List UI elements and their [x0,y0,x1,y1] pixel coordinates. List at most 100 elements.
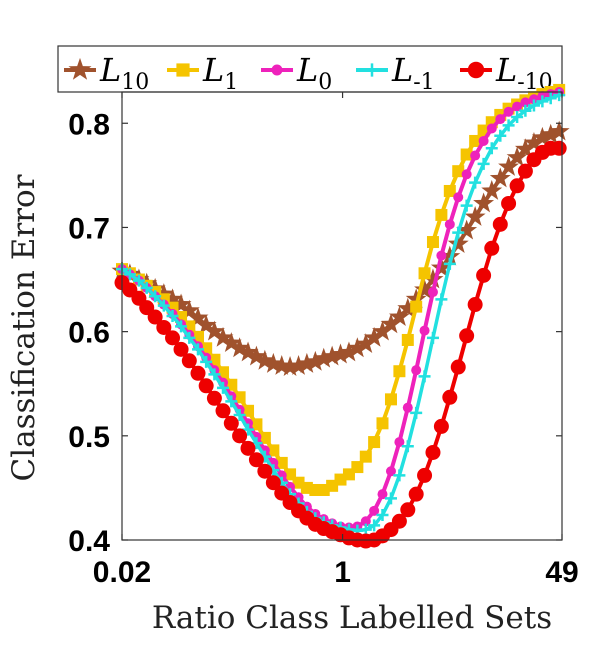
data-point-l10 [397,297,419,318]
data-point-l10 [473,192,495,213]
data-point-l1 [275,456,288,469]
data-point-l10 [212,326,234,347]
data-point-l-10 [400,502,416,518]
data-point-l-1 [157,299,170,312]
x-axis-title: Ratio Class Labelled Sets [152,600,552,636]
data-point-l10 [414,278,436,299]
data-point-l-10 [147,309,163,325]
data-point-l0 [486,123,497,134]
data-point-l10 [380,313,402,334]
data-point-l1 [410,300,423,313]
data-point-l10 [464,206,486,226]
data-point-l-10 [442,389,458,405]
data-point-l-10 [459,328,475,344]
data-point-l10 [388,306,410,326]
data-point-l-10 [232,428,248,444]
data-point-l0 [495,114,506,125]
data-point-l1 [267,444,280,457]
data-point-l-10 [476,267,492,283]
data-point-l1 [469,134,482,147]
data-point-l10 [540,123,562,144]
data-point-l10 [203,320,225,341]
data-point-l10 [523,132,545,152]
y-tick-label: 0.6 [68,317,110,350]
data-point-l1 [250,418,263,431]
data-point-l10 [245,345,267,366]
x-tick-label: 0.02 [93,556,151,589]
data-point-l-10 [240,440,256,456]
data-point-l1 [376,417,389,430]
data-point-l-10 [408,486,424,502]
data-point-l10 [296,352,318,373]
data-point-l-1 [192,343,205,356]
series-l1-group [116,83,566,496]
data-point-l10 [330,343,351,364]
data-point-l-1 [527,99,540,112]
data-point-l10 [531,126,553,147]
data-point-l0 [402,402,413,413]
data-point-l1 [359,450,372,463]
data-point-l-10 [165,330,181,346]
x-tick-label: 49 [545,556,578,589]
data-point-l-1 [494,129,507,142]
data-point-l-10 [433,418,449,434]
data-point-l10 [162,288,183,309]
data-point-l10 [254,349,276,370]
data-point-l-1 [140,281,153,294]
data-point-l1 [351,461,364,474]
data-point-l-10 [391,513,407,529]
data-point-l1 [426,236,439,249]
data-point-l10 [195,314,217,335]
legend-entry-l-1: L-1 [356,51,435,95]
data-point-l-1 [460,199,473,212]
y-tick-label: 0.4 [68,525,110,558]
data-point-l0 [411,365,422,376]
data-point-l10 [313,347,335,368]
data-point-l10 [237,341,259,362]
data-point-l-1 [485,142,498,155]
data-point-l-1 [175,320,188,333]
data-point-l10 [178,299,200,320]
data-point-l0 [394,437,405,448]
data-point-l-10 [190,365,206,381]
data-point-l1 [435,208,448,221]
data-point-l1 [443,184,456,197]
data-point-l1 [460,148,473,161]
data-point-l-1 [123,268,136,281]
data-point-l1 [384,393,397,406]
legend-marker [176,63,190,77]
data-point-l10 [363,326,385,347]
data-point-l-1 [536,95,549,108]
data-point-l10 [514,138,536,159]
data-point-l10 [447,233,469,254]
data-point-l-10 [156,319,172,335]
legend-label: L1 [202,51,238,95]
data-point-l-10 [215,403,231,419]
data-point-l0 [512,101,523,112]
data-point-l0 [503,106,514,117]
data-point-l10 [170,293,192,314]
data-point-l-10 [492,216,508,232]
plot-series [111,83,570,549]
data-point-l-1 [544,92,557,105]
data-point-l-1 [368,519,381,532]
data-point-l-10 [206,390,222,406]
data-point-l-1 [233,408,246,421]
data-point-l10 [355,333,377,354]
data-point-l10 [304,350,326,371]
data-point-l10 [153,283,175,304]
data-point-l0 [478,135,489,146]
series-line-l1 [121,87,560,492]
data-point-l-1 [183,331,196,344]
data-point-l-1 [435,293,448,306]
data-point-l1 [477,124,490,137]
data-point-l-1 [132,274,145,287]
data-point-l1 [418,267,431,280]
data-point-l-10 [173,341,189,357]
y-tick-label: 0.7 [68,212,110,245]
data-point-l-10 [517,163,533,179]
data-point-l-1 [225,395,238,408]
data-point-l10 [430,257,452,277]
data-point-l0 [377,489,388,500]
